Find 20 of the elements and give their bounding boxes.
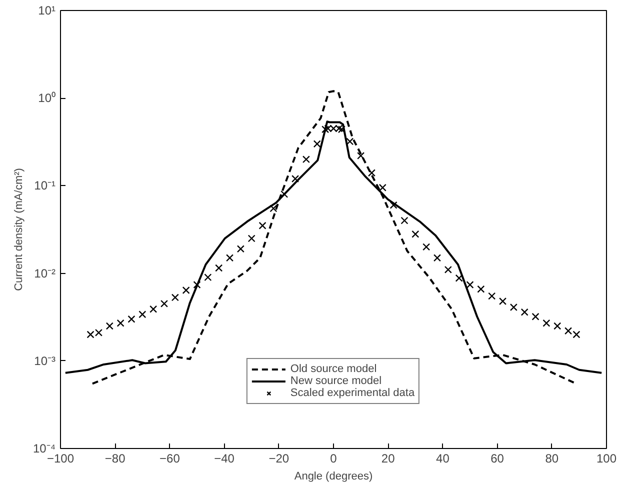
x-tick-label: 20 (381, 452, 396, 466)
legend-label: New source model (290, 375, 382, 387)
x-tick-label: −80 (104, 452, 126, 466)
x-tick-label: −60 (160, 452, 180, 466)
y-axis-title: Current density (mA/cm²) (12, 168, 25, 291)
x-tick-label: −40 (214, 452, 235, 466)
y-tick-label: 10⁻³ (34, 354, 56, 368)
x-tick-label: 60 (490, 452, 504, 466)
x-tick-label: 0 (330, 452, 338, 466)
y-tick-label: 10⁰ (38, 91, 56, 106)
x-tick-label: 80 (545, 452, 559, 466)
y-tick-label: 10⁻² (34, 266, 56, 280)
legend-label: Old source model (290, 363, 377, 375)
legend-label: Scaled experimental data (290, 387, 415, 399)
y-tick-label: 10¹ (38, 4, 56, 18)
x-tick-label: −20 (268, 452, 290, 466)
x-axis-title: Angle (degrees) (294, 470, 373, 482)
y-tick-label: 10⁻¹ (34, 178, 56, 193)
x-tick-label: 100 (596, 452, 617, 466)
x-tick-label: 40 (436, 452, 450, 466)
